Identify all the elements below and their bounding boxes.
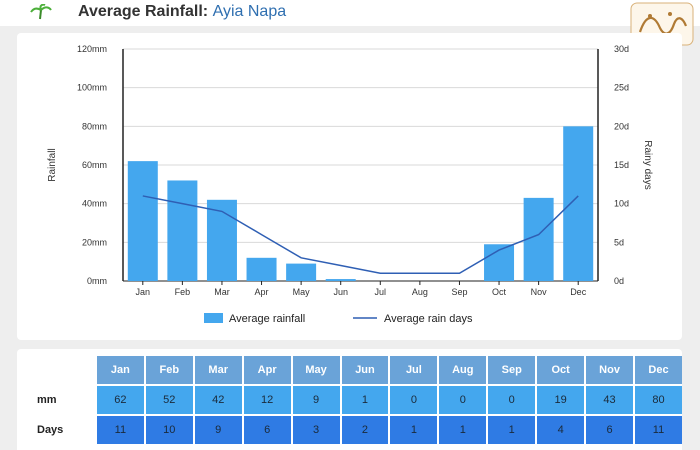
legend-rainfall-label: Average rainfall (229, 313, 305, 325)
x-tick-label: Oct (492, 287, 507, 297)
x-tick-label: Mar (214, 287, 230, 297)
table-cell: 80 (633, 385, 682, 416)
month-header: Jan (94, 356, 145, 386)
table-cell: 52 (143, 385, 194, 416)
table-cell: 42 (192, 385, 243, 416)
table-cell: 1 (339, 385, 390, 416)
month-header: Jun (339, 356, 390, 386)
table-cell: 43 (584, 385, 635, 416)
y-tick-label: 80mm (82, 121, 107, 131)
y2-axis-title: Rainy days (642, 140, 653, 189)
month-header-row: Jan Feb Mar Apr May Jun Jul Aug Sep Oct Nov Dec (35, 356, 682, 386)
y2-tick-label: 5d (614, 237, 624, 247)
month-header: Mar (192, 356, 243, 386)
x-tick-label: Nov (531, 287, 548, 297)
table-cell: 9 (290, 385, 341, 416)
month-header: Feb (143, 356, 194, 386)
x-tick-label: Jul (375, 287, 387, 297)
y-tick-label: 0mm (87, 276, 107, 286)
month-header: Dec (633, 356, 682, 386)
table-cell: 19 (535, 385, 586, 416)
x-tick-label: Apr (255, 287, 269, 297)
table-cell: 0 (388, 385, 439, 416)
table-corner (35, 356, 96, 386)
y2-tick-label: 10d (614, 199, 629, 209)
y2-tick-label: 30d (614, 44, 629, 54)
row-label: mm (35, 385, 96, 416)
x-tick-label: Sep (451, 287, 467, 297)
table-cell: 9 (192, 415, 243, 446)
page-header: Average Rainfall: Ayia Napa (0, 0, 700, 26)
rainfall-bar (206, 199, 237, 281)
location-name: Ayia Napa (212, 3, 287, 20)
y2-tick-label: 20d (614, 121, 629, 131)
month-header: Aug (437, 356, 488, 386)
table-cell: 6 (241, 415, 292, 446)
title-text: Average Rainfall: (78, 3, 209, 20)
table-row: Days 11 10 9 6 3 2 1 1 1 4 6 11 (35, 415, 682, 446)
page-title: Average Rainfall: Ayia Napa (78, 3, 286, 21)
table-cell: 1 (486, 415, 537, 446)
y-axis-title: Rainfall (47, 148, 58, 181)
x-tick-label: May (293, 287, 311, 297)
month-header: May (290, 356, 341, 386)
x-tick-label: Feb (175, 287, 191, 297)
table-cell: 1 (437, 415, 488, 446)
rainfall-bar (563, 126, 594, 281)
table-cell: 0 (437, 385, 488, 416)
rainfall-bar (325, 279, 356, 281)
y-tick-label: 40mm (82, 199, 107, 209)
rainfall-chart: 0mm 20mm 40mm 60mm 80mm 100mm 120mm 0d 5d 10d 15d 2… (47, 44, 653, 325)
table-cell: 11 (94, 415, 145, 446)
table-cell: 0 (486, 385, 537, 416)
y-tick-label: 60mm (82, 160, 107, 170)
table-cell: 3 (290, 415, 341, 446)
rainfall-bar (127, 161, 158, 281)
month-header: Apr (241, 356, 292, 386)
rainfall-table-card: Jan Feb Mar Apr May Jun Jul Aug Sep Oct Nov Dec mm 6… (17, 349, 682, 450)
rainfall-bar (246, 257, 277, 281)
rain-days-line (142, 195, 579, 275)
x-tick-label: Aug (412, 287, 428, 297)
legend-bar-swatch (204, 313, 223, 323)
y-tick-label: 120mm (77, 44, 107, 54)
palm-tree-icon (30, 4, 52, 20)
y2-tick-label: 15d (614, 160, 629, 170)
table-cell: 2 (339, 415, 390, 446)
y2-tick-label: 0d (614, 276, 624, 286)
x-tick-label: Dec (570, 287, 587, 297)
rainfall-bar (286, 263, 317, 281)
table-cell: 6 (584, 415, 635, 446)
y-tick-label: 100mm (77, 83, 107, 93)
month-header: Sep (486, 356, 537, 386)
row-label: Days (35, 415, 96, 446)
month-header: Nov (584, 356, 635, 386)
table-cell: 1 (388, 415, 439, 446)
rainfall-table: Jan Feb Mar Apr May Jun Jul Aug Sep Oct Nov Dec mm 6… (35, 356, 682, 446)
table-cell: 11 (633, 415, 682, 446)
table-cell: 4 (535, 415, 586, 446)
table-cell: 12 (241, 385, 292, 416)
rainfall-bar (523, 197, 554, 281)
y-tick-label: 20mm (82, 237, 107, 247)
table-cell: 62 (94, 385, 145, 416)
x-tick-label: Jan (136, 287, 151, 297)
month-header: Oct (535, 356, 586, 386)
month-header: Jul (388, 356, 439, 386)
legend-rain-days-label: Average rain days (384, 313, 473, 325)
y2-tick-label: 25d (614, 83, 629, 93)
table-cell: 10 (143, 415, 194, 446)
table-row: mm 62 52 42 12 9 1 0 0 0 19 43 80 (35, 385, 682, 416)
x-tick-label: Jun (333, 287, 348, 297)
rainfall-chart-card: 0mm 20mm 40mm 60mm 80mm 100mm 120mm 0d 5d 10d 15d 2… (17, 33, 682, 340)
rainfall-bar (167, 180, 198, 281)
